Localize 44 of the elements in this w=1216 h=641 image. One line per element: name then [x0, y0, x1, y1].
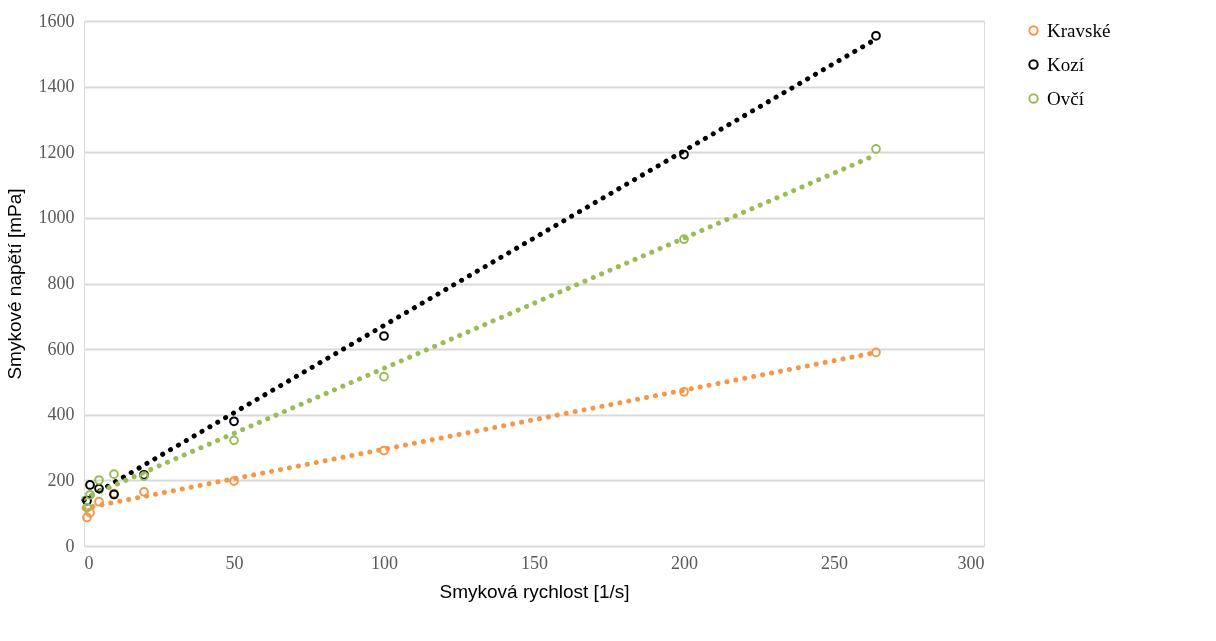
- point: [94, 483, 104, 494]
- point: [82, 502, 92, 513]
- x-tick-label: 50: [225, 552, 244, 573]
- point: [871, 347, 881, 358]
- x-tick-label: 100: [371, 552, 398, 573]
- point: [229, 416, 239, 427]
- x-tick-label: 0: [84, 552, 94, 573]
- point: [871, 144, 881, 154]
- point: [229, 476, 239, 486]
- x-tick-label: 200: [671, 552, 698, 573]
- point: [139, 486, 149, 497]
- y-tick-label: 200: [47, 469, 75, 490]
- y-tick-label: 1200: [38, 141, 75, 162]
- y-axis-title: Smykové napětí [mPa]: [3, 188, 25, 380]
- point: [85, 489, 95, 500]
- point: [94, 496, 104, 507]
- point: [82, 495, 92, 506]
- point: [679, 149, 689, 160]
- y-tick-label: 400: [47, 404, 75, 425]
- point: [94, 475, 104, 485]
- y-tick-label: 1600: [38, 10, 75, 31]
- point: [379, 331, 389, 341]
- x-tick-label: 300: [957, 552, 985, 573]
- y-tick-label: 800: [47, 273, 75, 293]
- point: [871, 30, 881, 41]
- point: [379, 445, 389, 456]
- y-tick-label: 600: [47, 338, 75, 359]
- y-tick-label: 1400: [38, 76, 75, 97]
- x-tick-label: 250: [821, 552, 848, 573]
- x-axis-title: Smyková rychlost [1/s]: [439, 580, 630, 602]
- point: [85, 480, 95, 490]
- y-tick-label: 0: [65, 535, 75, 556]
- point: [85, 507, 95, 518]
- y-tick-label: 1000: [38, 207, 75, 228]
- point: [679, 386, 689, 397]
- point: [82, 512, 92, 523]
- point: [109, 469, 119, 480]
- point: [229, 435, 239, 446]
- x-tick-label: 150: [521, 552, 548, 573]
- legend-label: Ovčí: [1047, 87, 1085, 109]
- point: [679, 234, 689, 245]
- legend-label: Kozí: [1047, 53, 1085, 75]
- legend-label: Kravské: [1047, 19, 1111, 41]
- point: [379, 371, 389, 382]
